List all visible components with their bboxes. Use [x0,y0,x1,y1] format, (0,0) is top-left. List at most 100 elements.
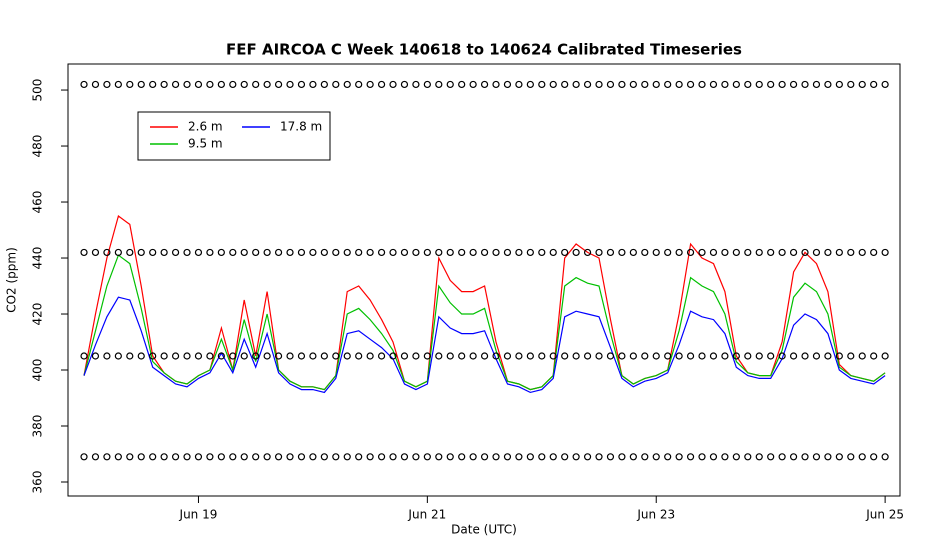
marker-point [549,248,557,257]
marker-point [263,352,271,360]
marker-point [389,248,397,257]
marker-point [458,80,466,89]
marker-point [492,80,500,89]
marker-point [469,453,477,461]
marker-point [423,80,431,89]
y-tick-label: 380 [31,415,45,438]
marker-point [446,352,454,360]
marker-point [847,453,855,461]
marker-point [103,352,111,360]
marker-point [561,352,569,360]
marker-point [240,352,248,360]
marker-point [664,248,672,257]
marker-point [778,453,786,461]
marker-point [194,453,203,461]
marker-point [858,352,866,360]
marker-point [80,248,88,257]
marker-point [618,248,626,257]
marker-point [641,248,649,257]
marker-point [526,352,534,360]
y-tick-label: 420 [31,303,45,326]
marker-point [881,80,889,89]
x-tick-label: Jun 23 [636,508,675,522]
marker-point [80,352,88,360]
marker-point [561,248,569,257]
marker-point [355,453,363,461]
marker-point [675,352,683,360]
marker-point [389,453,397,461]
marker-point [572,80,580,89]
marker-point [206,352,214,360]
marker-point [412,352,420,360]
marker-point [343,80,351,89]
plot-frame [67,63,901,497]
marker-point [858,248,866,257]
marker-point [458,453,466,461]
legend-label: 2.6 m [188,120,223,134]
marker-point [126,248,134,257]
marker-point [801,352,809,360]
marker-point [618,453,626,461]
marker-point [458,248,466,257]
marker-point [332,352,340,360]
marker-point [377,80,386,89]
marker-point [549,453,557,461]
marker-point [881,352,889,360]
marker-point [183,248,191,257]
marker-point [343,352,351,360]
marker-point [355,352,363,360]
marker-point [767,453,775,461]
y-tick-label: 440 [31,247,45,270]
marker-point [583,248,592,257]
marker-point [435,80,443,89]
marker-point [629,80,637,89]
marker-point [721,248,729,257]
marker-point [789,248,798,257]
marker-point [160,352,168,360]
marker-point [801,80,809,89]
marker-point [641,453,649,461]
marker-point [171,80,180,89]
marker-point [332,248,340,257]
marker-point [744,248,752,257]
marker-point [194,248,203,257]
marker-point [252,352,260,360]
marker-point [629,352,637,360]
marker-point [423,352,431,360]
marker-point [297,352,306,360]
marker-point [538,248,546,257]
marker-point [446,80,454,89]
marker-point [309,80,317,89]
marker-point [515,80,523,89]
marker-point [263,248,271,257]
marker-point [149,352,157,360]
marker-point [149,80,157,89]
marker-point [629,453,637,461]
marker-point [229,248,237,257]
marker-point [389,352,397,360]
marker-point [366,352,374,360]
marker-point [435,352,443,360]
marker-point [217,80,225,89]
marker-point [91,248,100,257]
marker-point [217,453,225,461]
marker-point [698,80,706,89]
marker-point [686,248,695,257]
marker-point [103,80,111,89]
marker-point [709,453,718,461]
marker-point [286,248,294,257]
marker-point [389,80,397,89]
marker-point [91,80,100,89]
marker-point [400,352,409,360]
marker-point [492,453,500,461]
y-tick-label: 500 [31,79,45,102]
marker-point [274,352,283,360]
marker-point [515,248,523,257]
marker-point [377,248,386,257]
marker-point [606,248,615,257]
marker-point [286,453,294,461]
y-tick-label: 360 [31,471,45,494]
marker-point [664,453,672,461]
marker-point [652,80,660,89]
marker-point [229,352,237,360]
